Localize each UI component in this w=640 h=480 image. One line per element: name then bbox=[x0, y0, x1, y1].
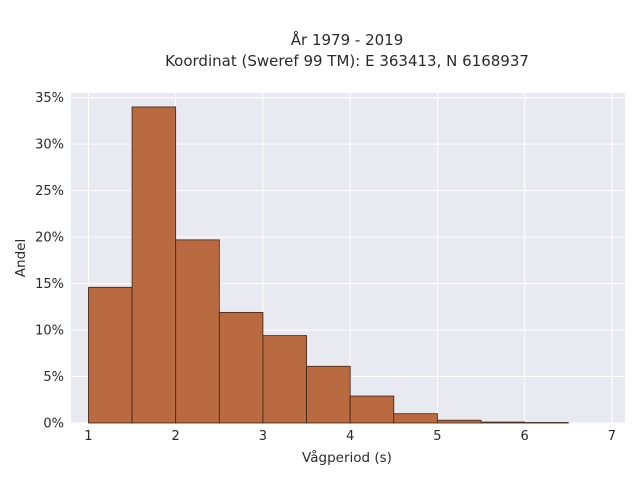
chart-title-line-2: Koordinat (Sweref 99 TM): E 363413, N 61… bbox=[165, 52, 529, 70]
x-axis-label: Vågperiod (s) bbox=[302, 449, 392, 466]
x-tick-label: 5 bbox=[433, 429, 441, 444]
histogram-bar bbox=[218, 311, 264, 424]
x-tick-label: 4 bbox=[346, 429, 354, 444]
histogram-bar bbox=[175, 239, 220, 424]
histogram-bar bbox=[349, 395, 395, 424]
y-axis-label: Andel bbox=[13, 239, 29, 277]
histogram-bar bbox=[480, 421, 526, 424]
chart-title-line-1: År 1979 - 2019 bbox=[291, 30, 404, 49]
histogram-bar bbox=[131, 106, 177, 424]
histogram-bar bbox=[88, 286, 133, 424]
y-ticks: 0% 5% 10% 15% 20% 25% 30% 35% bbox=[35, 91, 64, 431]
x-tick-label: 7 bbox=[608, 429, 616, 444]
y-tick-label: 15% bbox=[35, 277, 64, 292]
y-tick-label: 5% bbox=[43, 370, 64, 385]
bars bbox=[88, 106, 569, 424]
histogram-bar bbox=[306, 365, 351, 424]
x-tick-label: 3 bbox=[259, 429, 267, 444]
y-tick-label: 25% bbox=[35, 184, 64, 199]
histogram-bar bbox=[262, 335, 307, 424]
y-tick-label: 35% bbox=[35, 91, 64, 106]
histogram-bar bbox=[437, 419, 482, 424]
y-tick-label: 0% bbox=[43, 417, 64, 432]
y-tick-label: 10% bbox=[35, 324, 64, 339]
x-tick-label: 6 bbox=[521, 429, 529, 444]
x-tick-label: 1 bbox=[84, 429, 92, 444]
x-tick-label: 2 bbox=[172, 429, 180, 444]
x-ticks: 1 2 3 4 5 6 7 bbox=[84, 429, 616, 444]
y-tick-label: 20% bbox=[35, 231, 64, 246]
y-tick-label: 30% bbox=[35, 138, 64, 153]
histogram-bar bbox=[524, 422, 569, 424]
histogram-bar bbox=[393, 413, 438, 424]
